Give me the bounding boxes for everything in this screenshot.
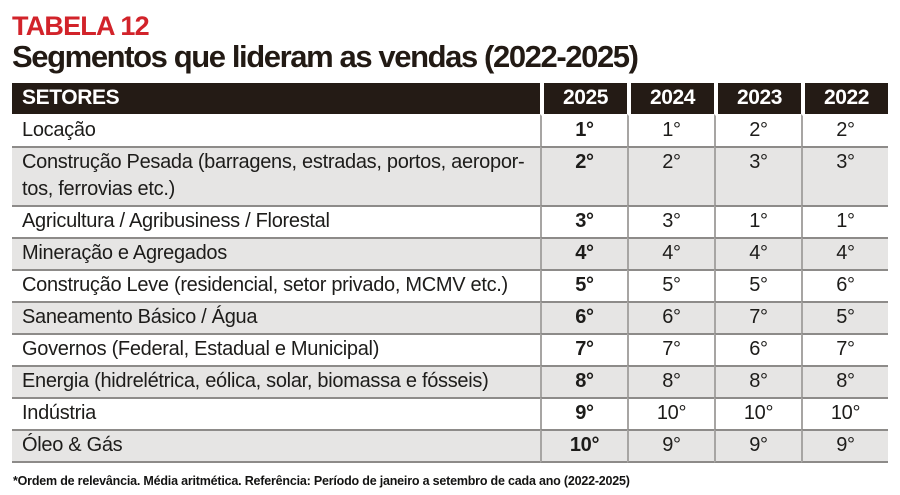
rank-2024-cell: 2° <box>627 146 714 205</box>
sector-cell: Saneamento Básico / Água <box>12 301 540 333</box>
rank-2022-cell: 1° <box>801 205 888 237</box>
sector-cell: Construção Leve (residencial, setor priv… <box>12 269 540 301</box>
column-header-2022: 2022 <box>801 83 888 114</box>
rank-2022-cell: 7° <box>801 333 888 365</box>
sector-cell: Agricultura / Agribusiness / Florestal <box>12 205 540 237</box>
rank-2022-cell: 8° <box>801 365 888 397</box>
sector-cell: Mineração e Agregados <box>12 237 540 269</box>
rank-2024-cell: 7° <box>627 333 714 365</box>
column-header-2023: 2023 <box>714 83 801 114</box>
rank-2023-cell: 10° <box>714 397 801 429</box>
rank-2024-cell: 8° <box>627 365 714 397</box>
rank-2023-cell: 2° <box>714 114 801 146</box>
rank-2022-cell: 5° <box>801 301 888 333</box>
rank-2024-cell: 1° <box>627 114 714 146</box>
table-row: Construção Leve (residencial, setor priv… <box>12 269 888 301</box>
sector-cell: Óleo & Gás <box>12 429 540 463</box>
sector-cell: Energia (hidrelétrica, eólica, solar, bi… <box>12 365 540 397</box>
rank-2025-cell: 6° <box>540 301 627 333</box>
rank-2024-cell: 10° <box>627 397 714 429</box>
page-title: Segmentos que lideram as vendas (2022-20… <box>12 39 639 74</box>
rank-2023-cell: 8° <box>714 365 801 397</box>
rank-2025-cell: 9° <box>540 397 627 429</box>
rank-2022-cell: 4° <box>801 237 888 269</box>
rank-2023-cell: 1° <box>714 205 801 237</box>
rank-2025-cell: 2° <box>540 146 627 205</box>
rank-2025-cell: 5° <box>540 269 627 301</box>
rank-2023-cell: 3° <box>714 146 801 205</box>
table-row: Mineração e Agregados 4° 4° 4° 4° <box>12 237 888 269</box>
rank-2022-cell: 6° <box>801 269 888 301</box>
footnote: *Ordem de relevância. Média aritmética. … <box>13 474 630 488</box>
rank-2023-cell: 4° <box>714 237 801 269</box>
rank-2024-cell: 3° <box>627 205 714 237</box>
sales-ranking-table: SETORES 2025 2024 2023 2022 Locação 1° 1… <box>12 83 888 463</box>
table-number-label: TABELA 12 <box>12 11 150 41</box>
rank-2025-cell: 8° <box>540 365 627 397</box>
rank-2022-cell: 10° <box>801 397 888 429</box>
table-header-row: SETORES 2025 2024 2023 2022 <box>12 83 888 114</box>
rank-2022-cell: 9° <box>801 429 888 463</box>
rank-2023-cell: 7° <box>714 301 801 333</box>
column-header-setores: SETORES <box>12 83 540 114</box>
rank-2025-cell: 4° <box>540 237 627 269</box>
rank-2024-cell: 4° <box>627 237 714 269</box>
table-row: Saneamento Básico / Água 6° 6° 7° 5° <box>12 301 888 333</box>
table-row: Indústria 9° 10° 10° 10° <box>12 397 888 429</box>
sector-cell: Governos (Federal, Estadual e Municipal) <box>12 333 540 365</box>
rank-2025-cell: 10° <box>540 429 627 463</box>
rank-2023-cell: 9° <box>714 429 801 463</box>
table-row: Governos (Federal, Estadual e Municipal)… <box>12 333 888 365</box>
column-header-2024: 2024 <box>627 83 714 114</box>
sector-cell: Locação <box>12 114 540 146</box>
rank-2023-cell: 6° <box>714 333 801 365</box>
rank-2022-cell: 2° <box>801 114 888 146</box>
table-row: Agricultura / Agribusiness / Florestal 3… <box>12 205 888 237</box>
rank-2024-cell: 6° <box>627 301 714 333</box>
sector-cell: Indústria <box>12 397 540 429</box>
rank-2025-cell: 3° <box>540 205 627 237</box>
rank-2024-cell: 9° <box>627 429 714 463</box>
table-row: Óleo & Gás 10° 9° 9° 9° <box>12 429 888 463</box>
rank-2025-cell: 1° <box>540 114 627 146</box>
rank-2022-cell: 3° <box>801 146 888 205</box>
rank-2024-cell: 5° <box>627 269 714 301</box>
table-row: Locação 1° 1° 2° 2° <box>12 114 888 146</box>
column-header-2025: 2025 <box>540 83 627 114</box>
table-row: Energia (hidrelétrica, eólica, solar, bi… <box>12 365 888 397</box>
rank-2023-cell: 5° <box>714 269 801 301</box>
table-row: Construção Pesada (barragens, estradas, … <box>12 146 888 205</box>
rank-2025-cell: 7° <box>540 333 627 365</box>
sector-cell: Construção Pesada (barragens, estradas, … <box>12 146 540 205</box>
